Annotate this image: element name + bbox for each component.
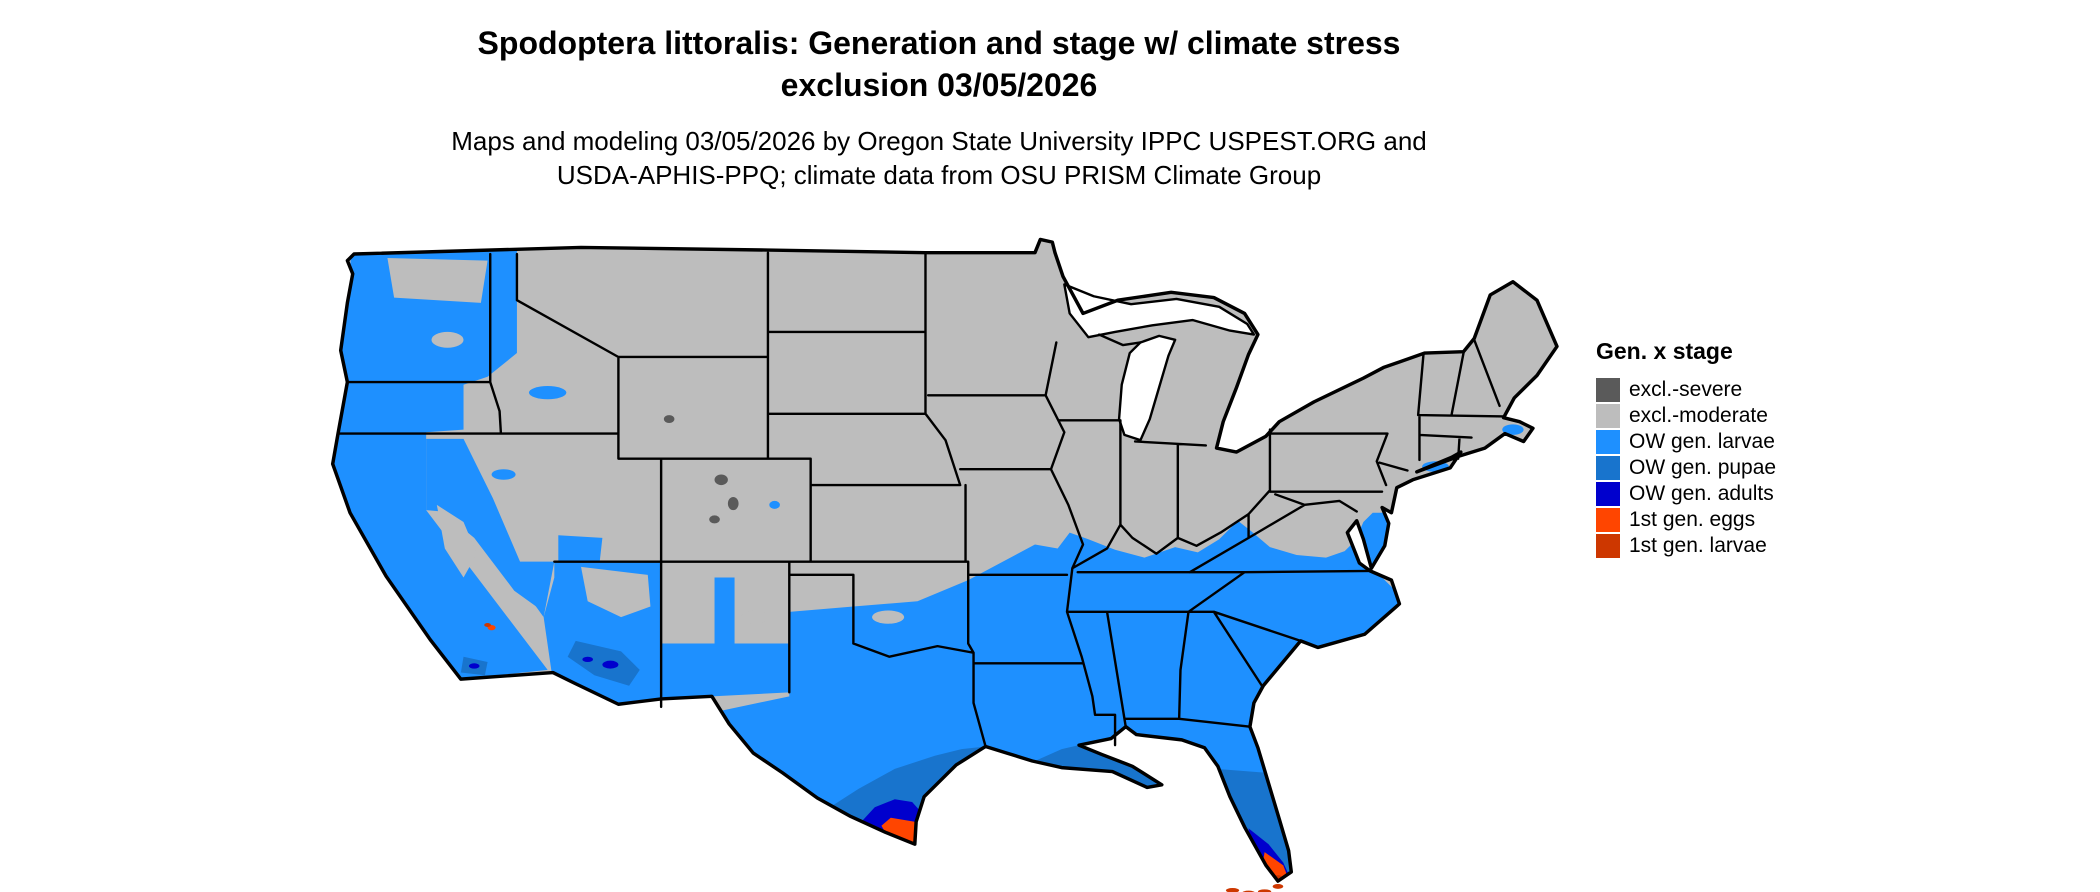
state-borders <box>336 251 1507 748</box>
legend-item: excl.-severe <box>1596 377 1916 403</box>
overlay-excl-severe-specks <box>663 415 739 524</box>
legend-item: 1st gen. eggs <box>1596 507 1916 533</box>
legend-swatch-excl-moderate <box>1596 404 1620 428</box>
us-map <box>314 221 1569 892</box>
legend-item: OW gen. pupae <box>1596 455 1916 481</box>
legend-label: excl.-moderate <box>1629 404 1768 427</box>
figure-titles: Spodoptera littoralis: Generation and st… <box>0 22 1878 192</box>
legend-swatch-ow-adults <box>1596 482 1620 506</box>
legend-swatch-ow-pupae <box>1596 456 1620 480</box>
florida-keys-marks <box>1225 884 1284 892</box>
title-line2: exclusion 03/05/2026 <box>780 67 1098 103</box>
stage-overlays <box>332 244 1524 882</box>
legend-label: OW gen. larvae <box>1629 430 1775 453</box>
page-title: Spodoptera littoralis: Generation and st… <box>0 22 1878 106</box>
subtitle-line1: Maps and modeling 03/05/2026 by Oregon S… <box>451 126 1427 156</box>
legend-item: OW gen. adults <box>1596 481 1916 507</box>
legend-swatch-excl-severe <box>1596 378 1620 402</box>
legend-label: OW gen. pupae <box>1629 456 1777 479</box>
title-line1: Spodoptera littoralis: Generation and st… <box>477 25 1401 61</box>
legend-label: OW gen. adults <box>1629 482 1774 505</box>
legend-item: OW gen. larvae <box>1596 429 1916 455</box>
legend-swatch-1st-eggs <box>1596 508 1620 532</box>
legend: Gen. x stage excl.-severe excl.-moderate… <box>1596 338 1916 559</box>
legend-swatch-1st-larvae <box>1596 534 1620 558</box>
overlay-excl-moderate-patches <box>387 257 905 624</box>
legend-label: 1st gen. larvae <box>1629 534 1767 557</box>
legend-item: excl.-moderate <box>1596 403 1916 429</box>
subtitle-line2: USDA-APHIS-PPQ; climate data from OSU PR… <box>556 160 1322 190</box>
lake-superior <box>1063 283 1256 339</box>
legend-label: excl.-severe <box>1629 378 1743 401</box>
legend-swatch-ow-larvae <box>1596 430 1620 454</box>
legend-label: 1st gen. eggs <box>1629 508 1756 531</box>
us-outline <box>330 237 1559 883</box>
us-map-svg <box>330 237 1559 892</box>
lake-michigan <box>1117 334 1177 442</box>
legend-title: Gen. x stage <box>1596 338 1733 364</box>
legend-item: 1st gen. larvae <box>1596 533 1916 559</box>
figure-subtitle: Maps and modeling 03/05/2026 by Oregon S… <box>0 124 1878 192</box>
great-lakes <box>1063 283 1256 442</box>
